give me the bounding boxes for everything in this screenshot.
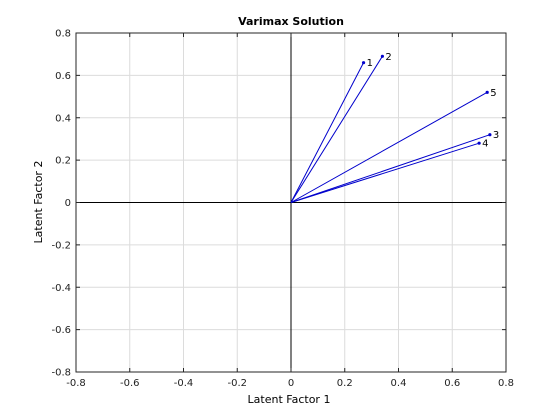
loading-vector-4 — [290, 142, 480, 203]
x-tick-label: -0.8 — [66, 378, 86, 389]
x-tick-label: -0.2 — [227, 378, 247, 389]
point-label-1: 1 — [367, 58, 373, 69]
vector-tip-3 — [488, 133, 492, 137]
y-tick-label: -0.6 — [51, 325, 71, 336]
y-tick-label: 0.2 — [55, 156, 71, 167]
vector-tip-4 — [477, 141, 481, 145]
loading-vectors: 1 2 34 5 — [290, 52, 499, 203]
x-tick-label: -0.4 — [174, 378, 194, 389]
y-tick-label: -0.2 — [51, 240, 71, 251]
vector-tip-5 — [485, 90, 489, 94]
y-tick-label: -0.4 — [51, 283, 71, 294]
y-tick-label: -0.8 — [51, 368, 71, 379]
chart-title: Varimax Solution — [238, 15, 344, 28]
y-axis-label: Latent Factor 2 — [32, 161, 45, 244]
x-tick-label: 0 — [288, 378, 294, 389]
loading-vector-5 — [290, 91, 488, 203]
x-tick-label: 0.6 — [444, 378, 460, 389]
point-label-2: 2 — [385, 52, 391, 63]
y-tick-label: 0 — [65, 198, 71, 209]
y-tick-label: 0.8 — [55, 29, 71, 40]
x-tick-label: -0.6 — [120, 378, 140, 389]
loading-vector-1 — [290, 62, 365, 203]
point-label-5: 5 — [490, 88, 496, 99]
loading-vector-3 — [290, 134, 491, 203]
point-label-4: 4 — [482, 139, 488, 150]
x-tick-label: 0.2 — [337, 378, 353, 389]
x-axis-label: Latent Factor 1 — [248, 393, 331, 406]
y-tick-label: 0.6 — [55, 71, 71, 82]
loading-vector-2 — [290, 56, 383, 203]
axis-ticks: -0.8 -0.6 -0.4 -0.2 0 0.2 0.4 0.6 0.8 -0.8 -0.6 -0.… — [51, 29, 513, 390]
vector-tip-1 — [361, 61, 366, 65]
point-label-3: 3 — [493, 130, 499, 141]
vector-tip-2 — [380, 54, 384, 58]
y-tick-label: 0.4 — [55, 113, 71, 124]
x-tick-label: 0.4 — [391, 378, 407, 389]
x-tick-label: 0.8 — [498, 378, 514, 389]
